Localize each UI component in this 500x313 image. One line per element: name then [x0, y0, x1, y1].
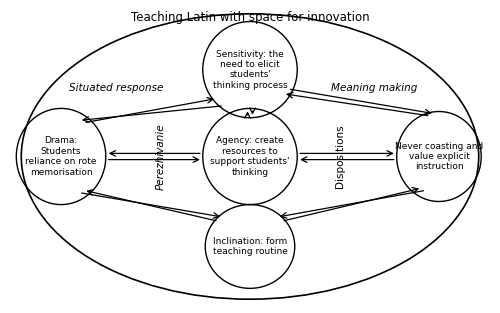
Text: Never coasting and
value explicit
instruction: Never coasting and value explicit instru… — [395, 141, 483, 172]
Text: Inclination: form
teaching routine: Inclination: form teaching routine — [212, 237, 288, 256]
Text: Meaning making: Meaning making — [331, 83, 418, 93]
Text: Perezhivanie: Perezhivanie — [156, 123, 166, 190]
Text: Agency: create
resources to
support students'
thinking: Agency: create resources to support stud… — [210, 136, 290, 177]
Text: Dispositions: Dispositions — [334, 125, 344, 188]
Text: Drama:
Students
reliance on rote
memorisation: Drama: Students reliance on rote memoris… — [26, 136, 97, 177]
Text: Sensitivity: the
need to elicit
students'
thinking process: Sensitivity: the need to elicit students… — [212, 49, 288, 90]
Text: Situated response: Situated response — [68, 83, 163, 93]
Text: Teaching Latin with space for innovation: Teaching Latin with space for innovation — [130, 11, 370, 24]
